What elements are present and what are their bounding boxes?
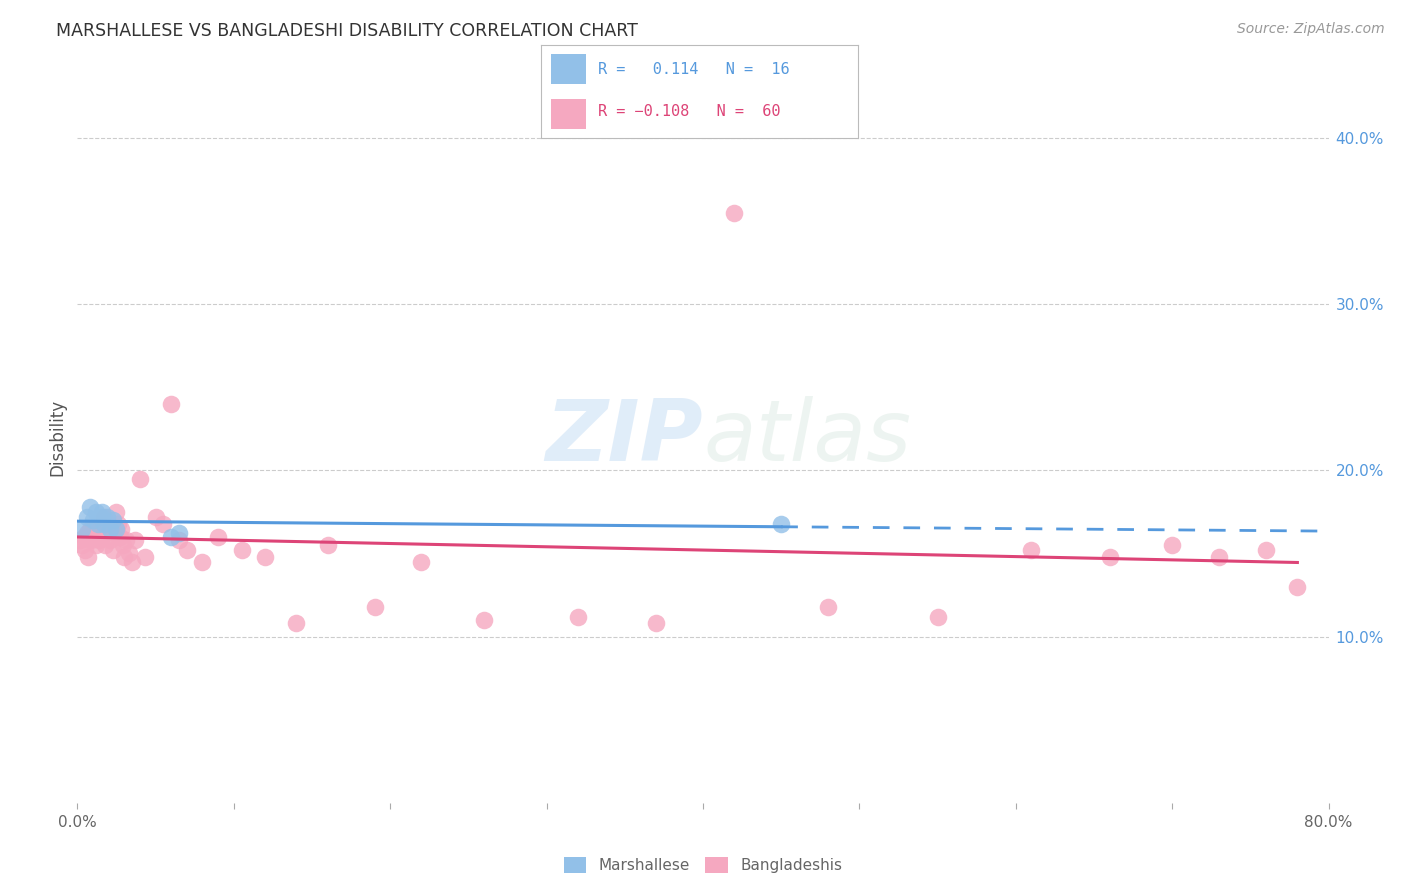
Point (121, 555, 143, 569)
Point (105, 505, 128, 519)
Point (108, 530, 131, 544)
Point (1161, 538, 1184, 552)
Point (89, 533, 111, 548)
Point (167, 533, 190, 548)
Point (100, 521, 122, 535)
Point (723, 205, 745, 219)
Point (103, 543, 125, 558)
Point (76, 526, 98, 541)
Point (84, 538, 107, 552)
Point (75, 543, 97, 558)
Point (160, 530, 183, 544)
Point (96, 521, 118, 535)
Text: Source: ZipAtlas.com: Source: ZipAtlas.com (1237, 22, 1385, 37)
Point (770, 516, 793, 531)
Point (91, 505, 114, 519)
Point (118, 546, 141, 560)
Point (98, 533, 121, 548)
Point (1208, 549, 1230, 564)
Point (167, 526, 190, 541)
Point (93, 516, 115, 531)
Point (152, 516, 174, 531)
Point (107, 516, 129, 531)
Point (114, 533, 136, 548)
Point (1021, 543, 1043, 558)
Point (176, 543, 198, 558)
Point (316, 538, 339, 552)
Point (70, 538, 93, 552)
Point (86, 516, 108, 531)
Point (1286, 580, 1309, 594)
Point (97, 516, 120, 531)
Point (160, 397, 183, 411)
Point (145, 509, 167, 524)
Point (111, 538, 134, 552)
Point (76, 509, 98, 524)
Point (645, 616, 668, 631)
Text: R = −0.108   N =  60: R = −0.108 N = 60 (599, 104, 780, 119)
Point (254, 549, 277, 564)
Point (96, 509, 118, 524)
Point (105, 521, 128, 535)
Point (231, 543, 253, 558)
Point (93, 509, 115, 524)
Point (411, 555, 433, 569)
Point (1098, 549, 1121, 564)
Point (69, 533, 91, 548)
Point (84, 505, 107, 519)
Point (79, 521, 101, 535)
Point (1256, 543, 1278, 558)
Text: MARSHALLESE VS BANGLADESHI DISABILITY CORRELATION CHART: MARSHALLESE VS BANGLADESHI DISABILITY CO… (56, 22, 638, 40)
Point (90, 526, 112, 541)
Point (104, 526, 127, 541)
Point (112, 549, 135, 564)
Point (129, 472, 152, 486)
Point (86, 530, 108, 544)
Text: atlas: atlas (703, 395, 911, 479)
Point (83, 526, 105, 541)
Legend: Marshallese, Bangladeshis: Marshallese, Bangladeshis (557, 851, 849, 880)
Y-axis label: Disability: Disability (48, 399, 66, 475)
Point (72, 530, 94, 544)
Point (82, 521, 104, 535)
Point (363, 599, 385, 614)
Point (472, 613, 495, 627)
Text: R =   0.114   N =  16: R = 0.114 N = 16 (599, 62, 790, 77)
Point (91, 530, 114, 544)
Point (98, 521, 121, 535)
Point (191, 555, 214, 569)
Point (285, 616, 308, 631)
Point (70, 521, 93, 535)
Text: ZIP: ZIP (546, 395, 703, 479)
Point (77, 549, 100, 564)
Point (124, 533, 146, 548)
Point (80, 533, 103, 548)
Point (82, 513, 104, 527)
Point (110, 521, 132, 535)
FancyBboxPatch shape (551, 54, 586, 84)
Point (94, 538, 117, 552)
Point (567, 609, 589, 624)
Point (927, 609, 949, 624)
Point (207, 530, 229, 544)
FancyBboxPatch shape (551, 99, 586, 129)
Point (103, 513, 125, 527)
Point (90, 509, 112, 524)
Point (817, 599, 839, 614)
Point (79, 500, 101, 514)
Point (134, 549, 156, 564)
